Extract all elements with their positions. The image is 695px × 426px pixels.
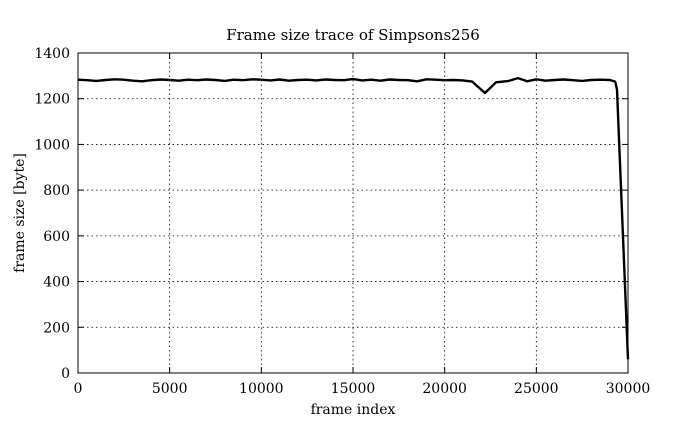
x-axis-label: frame index	[311, 402, 396, 418]
y-tick-label: 200	[43, 320, 70, 336]
chart-title: Frame size trace of Simpsons256	[226, 26, 480, 44]
x-tick-label: 15000	[331, 381, 376, 397]
x-tick-label: 25000	[514, 381, 559, 397]
y-tick-label: 800	[43, 183, 70, 199]
axis-ticks: 0 5000 10000 15000 20000 25000 30000 0 200 400 600…	[34, 46, 650, 397]
y-tick-label: 1200	[34, 92, 70, 108]
x-tick-label: 5000	[152, 381, 188, 397]
y-tick-label: 1000	[34, 137, 70, 153]
series-line	[77, 76, 630, 360]
x-tick-label: 10000	[239, 381, 284, 397]
y-tick-label: 400	[43, 275, 70, 291]
y-axis-label: frame size [byte]	[12, 153, 28, 273]
x-tick-label: 30000	[606, 381, 651, 397]
plot-frame	[77, 52, 629, 374]
series-layer	[77, 76, 630, 360]
grid	[78, 53, 628, 373]
y-tick-label: 600	[43, 229, 70, 245]
y-tick-label: 1400	[34, 46, 70, 62]
x-tick-label: 20000	[422, 381, 467, 397]
y-tick-label: 0	[61, 366, 70, 382]
x-tick-label: 0	[74, 381, 83, 397]
